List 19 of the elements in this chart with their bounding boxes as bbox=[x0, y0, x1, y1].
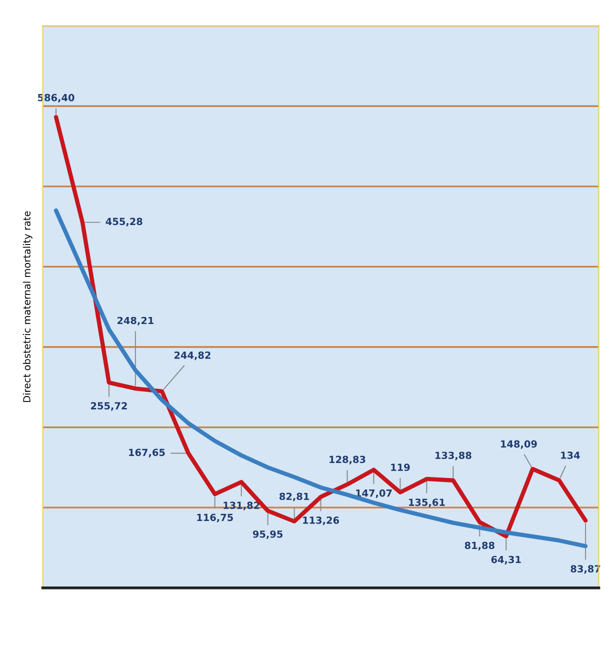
data-label: 95,95 bbox=[252, 530, 283, 540]
data-label: 255,72 bbox=[90, 402, 127, 411]
data-label: 135,61 bbox=[409, 498, 445, 508]
data-label: 167,65 bbox=[129, 448, 165, 458]
data-label: 244,82 bbox=[174, 352, 210, 360]
data-label: 133,88 bbox=[435, 452, 472, 460]
y-axis-title: Direct obstetric maternal mortality rate bbox=[22, 211, 32, 402]
data-label: 119 bbox=[391, 464, 410, 471]
data-label: 455,28 bbox=[106, 218, 142, 226]
data-label: 64,31 bbox=[491, 556, 521, 564]
data-label: 248,21 bbox=[117, 316, 154, 326]
data-label: 147,07 bbox=[356, 489, 392, 498]
data-label: 116,75 bbox=[197, 514, 233, 522]
data-label: 128,83 bbox=[330, 456, 366, 464]
data-label: 134 bbox=[561, 452, 580, 459]
data-label: 81,88 bbox=[464, 542, 494, 550]
data-label: 82,81 bbox=[280, 492, 310, 502]
data-label: 148,09 bbox=[501, 440, 537, 449]
data-label: 113,26 bbox=[303, 516, 340, 526]
